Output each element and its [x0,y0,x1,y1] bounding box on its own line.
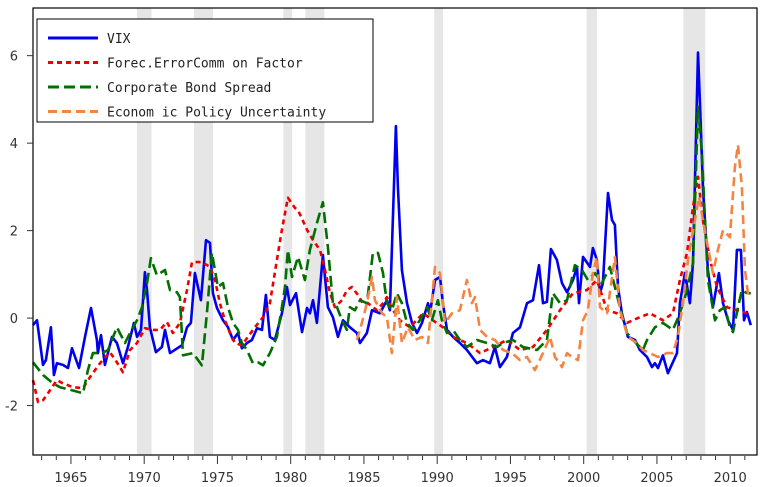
legend-label: Corporate Bond Spread [107,81,271,96]
x-tick-label: 1995 [494,471,527,486]
series-line-economic-policy-uncertainty [355,143,752,372]
x-tick-label: 1990 [421,471,454,486]
x-tick-label: 1975 [201,471,234,486]
x-tick-label: 1970 [128,471,161,486]
x-tick-label: 2010 [714,471,747,486]
series-lines [31,51,753,404]
recession-band [283,8,293,455]
series-line-corporate-bond-spread [31,105,751,395]
legend-box [36,18,374,123]
plot-frame [32,7,758,456]
x-tick-label: 1980 [274,471,307,486]
series-line-vix [32,51,753,377]
legend-label: Forec.ErrorComm on Factor [107,57,303,72]
recession-band [586,8,597,455]
legend: VIX Forec.ErrorComm on Factor Corporate Bo… [36,18,374,123]
legend-label: Econom ic Policy Uncertainty [107,106,326,121]
recession-band [434,8,444,455]
x-tick-label: 2000 [567,471,600,486]
x-tick-label: 2005 [640,471,673,486]
legend-label: VIX [107,32,131,47]
y-axis: -2 0 2 4 6 [5,50,33,415]
x-axis: 1965 1970 1975 1980 1985 1990 1995 2000 2005 2010 [41,456,747,486]
y-tick-label: -2 [5,400,18,415]
y-tick-label: 4 [10,137,18,152]
y-tick-label: 2 [10,225,18,240]
x-tick-label: 1985 [347,471,380,486]
y-tick-label: 0 [10,312,18,327]
x-tick-label: 1965 [54,471,87,486]
y-tick-label: 6 [10,50,18,65]
